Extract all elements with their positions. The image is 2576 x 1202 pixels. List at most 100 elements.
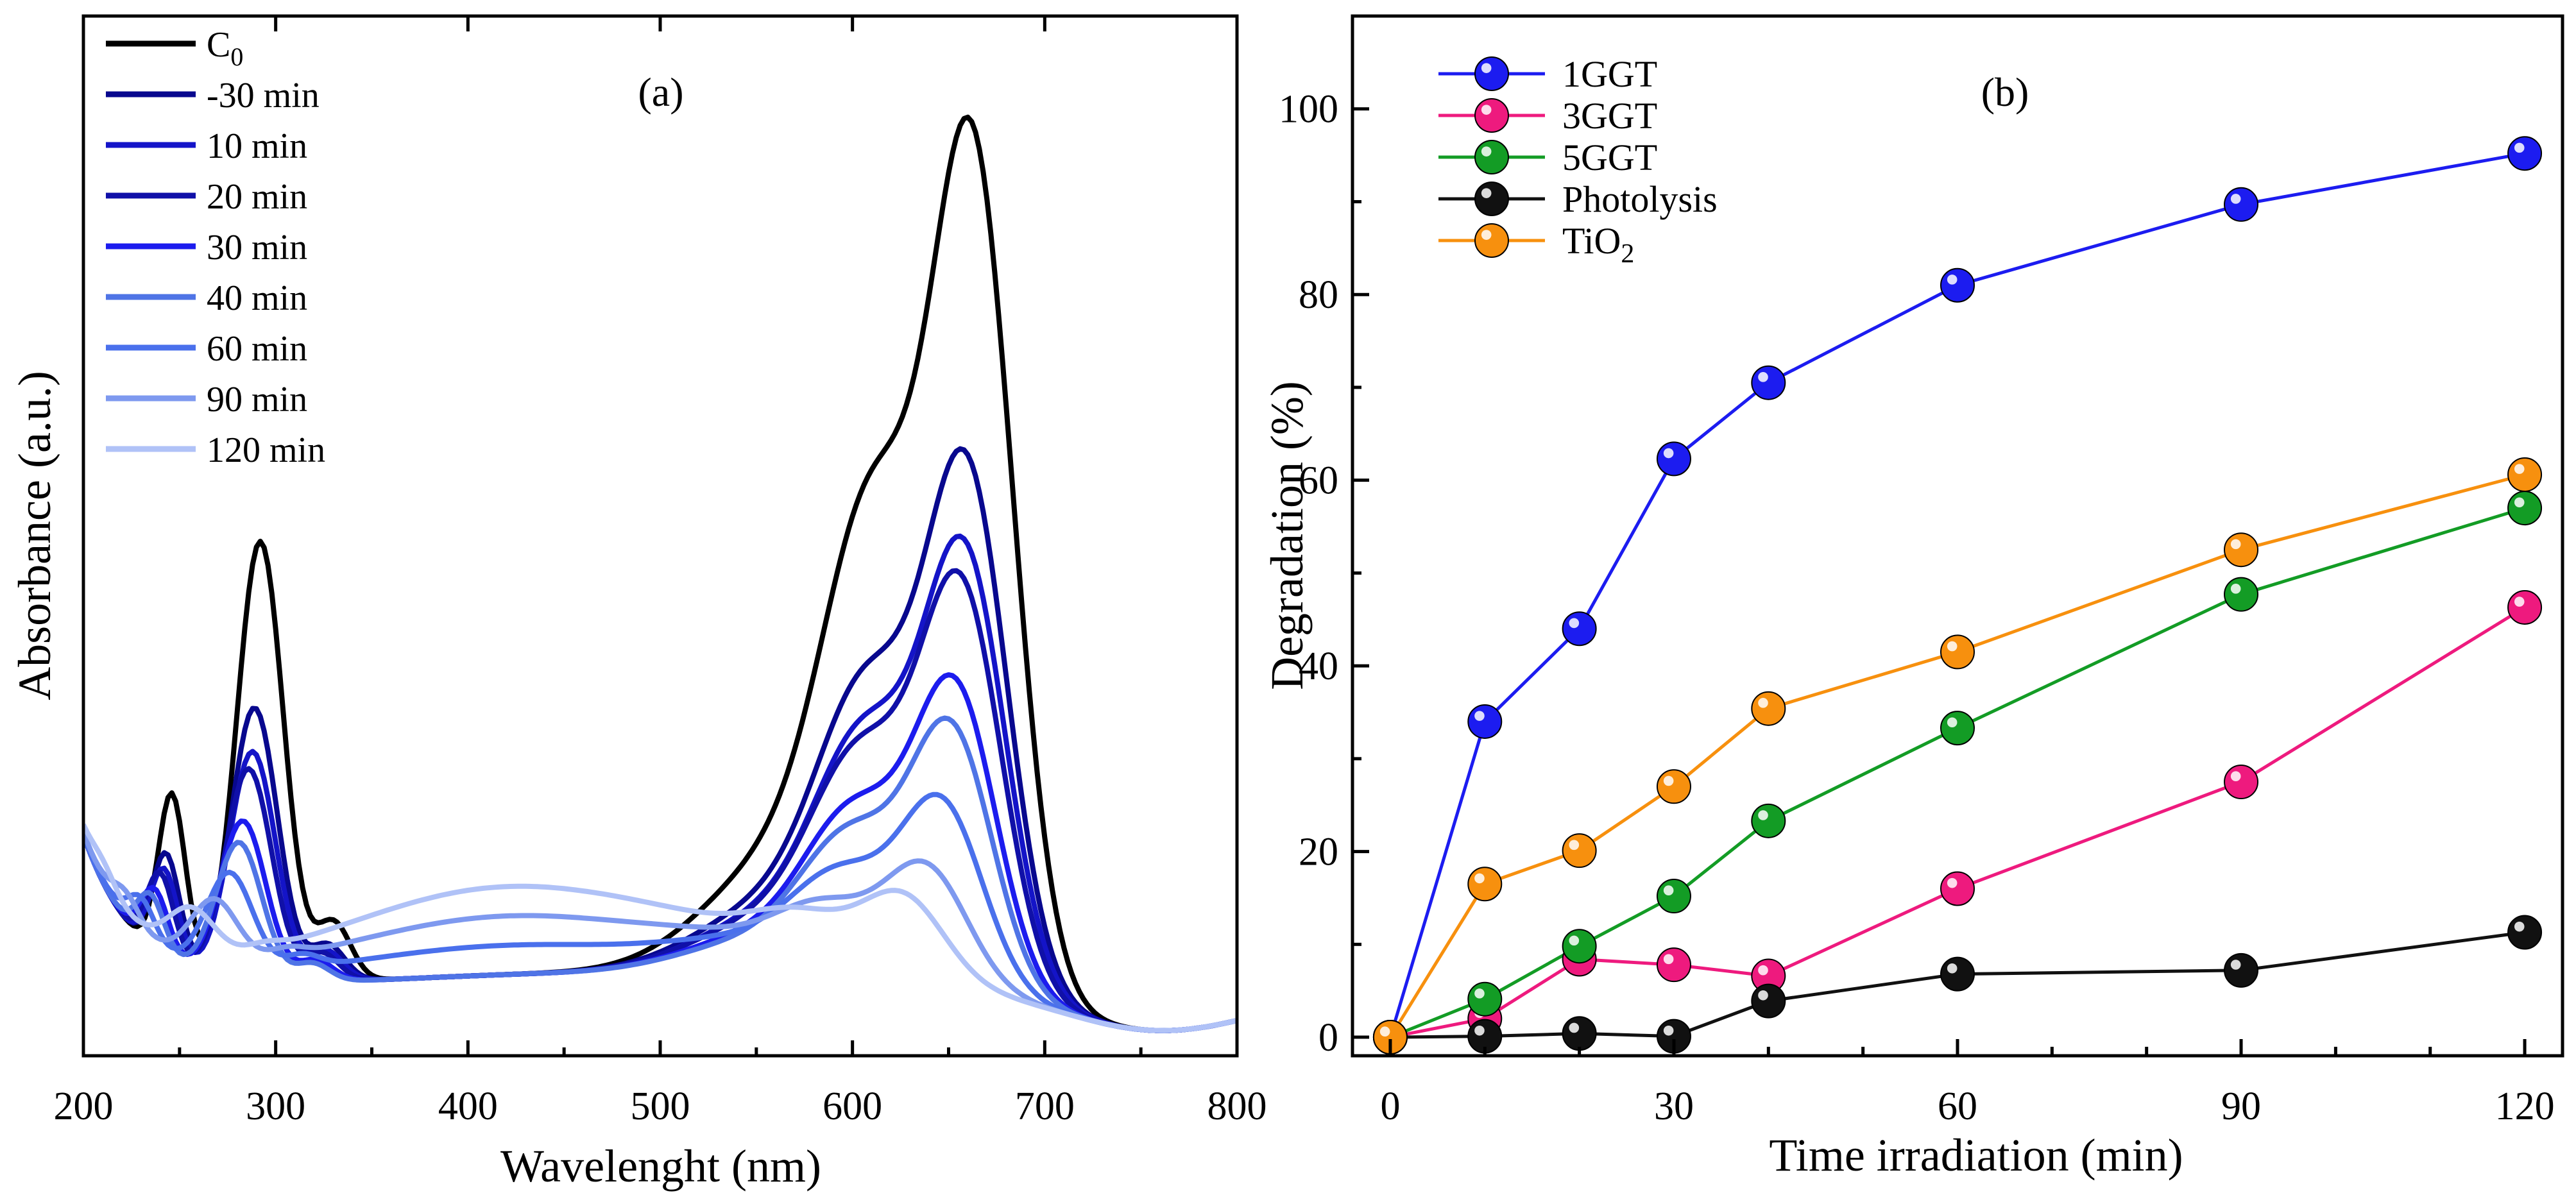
panel-b-data-point-body	[1940, 634, 1975, 670]
panel-b-data-point	[2507, 136, 2543, 171]
panel-b-data-point	[1562, 929, 1597, 964]
panel-b-data-point	[1467, 704, 1503, 739]
panel-b-data-point-highlight	[2230, 194, 2241, 204]
panel-b-legend-marker-body	[1474, 140, 1509, 174]
panel-b-data-point-body	[1751, 983, 1786, 1019]
panel-b-data-point-highlight	[1474, 988, 1485, 999]
panel-b-data-point	[1940, 956, 1975, 992]
panel-a-legend-label: C0	[207, 25, 243, 71]
panel-b-data-point	[1751, 958, 1786, 994]
panel-b-data-point-body	[1751, 803, 1786, 838]
panel-b-data-point-body	[2507, 136, 2543, 171]
panel-b-legend-marker	[1474, 56, 1509, 91]
panel-b-legend-marker	[1474, 182, 1509, 216]
panel-b-data-point	[1940, 711, 1975, 746]
panel-a-legend-label: 10 min	[207, 126, 307, 166]
panel-b-series-line	[1388, 151, 2525, 1038]
panel-b-y-tick-label: 100	[1279, 88, 1338, 131]
panel-b-data-point-highlight	[1569, 1022, 1580, 1033]
panel-a-legend-label-text: 30 min	[207, 228, 307, 267]
panel-a-y-axis-title: Absorbance (a.u.)	[9, 371, 60, 700]
panel-b-data-point-body	[1656, 769, 1691, 804]
panel-b-legend-marker-body	[1474, 182, 1509, 216]
panel-b-series-group	[1372, 136, 2543, 1055]
panel-b-data-point-body	[2507, 915, 2543, 950]
panel-b-data-point-highlight	[1569, 935, 1580, 946]
panel-a-x-axis-title: Wavelenght (nm)	[500, 1140, 821, 1192]
panel-a-legend-label: 60 min	[207, 329, 307, 369]
panel-a-legend-label: 90 min	[207, 380, 307, 419]
panel-b-data-point	[1656, 947, 1691, 983]
panel-b-y-axis-title: Degradation (%)	[1261, 381, 1313, 690]
panel-b-legend-marker	[1474, 140, 1509, 174]
panel-b-data-point	[2224, 532, 2259, 568]
panel-b-legend-label: Photolysis	[1562, 178, 1718, 220]
panel-b-x-axis-title: Time irradiation (min)	[1769, 1130, 2183, 1181]
panel-a-legend-label-text: -30 min	[207, 76, 320, 115]
panel-a-legend-label-text: 60 min	[207, 329, 307, 369]
panel-b-data-point-highlight	[1663, 775, 1674, 786]
panel-a-legend-label-text: 120 min	[207, 430, 325, 470]
panel-b-data-point-highlight	[2230, 771, 2241, 782]
panel-b-data-point-body	[1562, 929, 1597, 964]
panel-a-legend-label-text: 40 min	[207, 278, 307, 318]
panel-b-data-point-highlight	[2514, 142, 2525, 153]
panel-a-series-line	[83, 672, 1237, 1033]
panel-b-legend-marker-body	[1474, 223, 1509, 258]
panel-b-data-point-highlight	[1474, 873, 1485, 884]
panel-b-data-point-body	[1940, 871, 1975, 906]
panel-b-data-point-highlight	[1663, 885, 1674, 896]
panel-b-data-point-highlight	[2514, 497, 2525, 508]
panel-b-legend-label: 1GGT	[1562, 53, 1657, 95]
panel-b-data-point	[1940, 871, 1975, 906]
panel-b-data-point	[1656, 879, 1691, 914]
panel-a-x-tick-label: 400	[438, 1085, 498, 1128]
panel-a-x-tick-label: 500	[631, 1085, 690, 1128]
panel-b-data-point-body	[1467, 981, 1503, 1017]
panel-b: 0 30 60 90 120 0 20 40 60 80 100 (b) Time irradia…	[1261, 14, 2564, 1181]
panel-b-data-point-body	[2507, 491, 2543, 526]
panel-b-data-point	[1562, 611, 1597, 647]
panel-b-data-point	[1372, 1020, 1408, 1055]
panel-a-x-tick-label: 300	[246, 1085, 305, 1128]
panel-b-data-point	[1467, 981, 1503, 1017]
panel-b-x-tick-label: 60	[1938, 1085, 1977, 1128]
panel-b-data-point-body	[1940, 956, 1975, 992]
panel-b-data-point	[2507, 491, 2543, 526]
panel-a-x-tick-label: 700	[1015, 1085, 1075, 1128]
panel-b-x-tick-label: 0	[1380, 1085, 1400, 1128]
panel-b-data-point	[2507, 915, 2543, 950]
panel-b-data-point	[1751, 983, 1786, 1019]
panel-b-legend-label-text: TiO	[1562, 220, 1621, 262]
panel-b-data-point-highlight	[1379, 1026, 1390, 1037]
panel-b-data-point-body	[2224, 952, 2259, 988]
panel-b-x-tick-label: 120	[2495, 1085, 2555, 1128]
panel-b-series-line	[1390, 605, 2526, 1039]
panel-b-data-point-body	[1656, 947, 1691, 983]
panel-b-data-point-highlight	[1947, 275, 1958, 285]
panel-b-data-point	[1751, 365, 1786, 400]
panel-b-legend-marker-highlight	[1481, 188, 1492, 198]
panel-b-data-point	[1562, 833, 1597, 868]
panel-b-data-point-highlight	[1947, 963, 1958, 974]
panel-b-data-point-highlight	[1947, 641, 1958, 652]
panel-b-legend-label-text: 3GGT	[1562, 95, 1657, 137]
panel-b-x-tick-label: 90	[2221, 1085, 2261, 1128]
panel-b-data-point-body	[1656, 441, 1691, 477]
panel-b-data-point-highlight	[1758, 372, 1768, 382]
panel-b-legend-label-subscript: 2	[1621, 239, 1634, 269]
panel-a-legend-label-text: C	[207, 25, 230, 65]
panel-b-legend-label: 3GGT	[1562, 95, 1657, 137]
panel-b-y-tick-label: 40	[1299, 645, 1338, 688]
panel-b-data-point-highlight	[1569, 618, 1580, 629]
panel-b-data-point-body	[1562, 1016, 1597, 1051]
panel-b-legend-marker	[1474, 223, 1509, 258]
panel-b-x-tick-label: 30	[1654, 1085, 1694, 1128]
panel-a-series-group	[83, 114, 1237, 1033]
panel-b-data-point-highlight	[2230, 539, 2241, 550]
panel-a-x-tick-label: 800	[1207, 1085, 1267, 1128]
panel-b-data-point	[1940, 634, 1975, 670]
panel-a-legend-label: 120 min	[207, 430, 325, 470]
